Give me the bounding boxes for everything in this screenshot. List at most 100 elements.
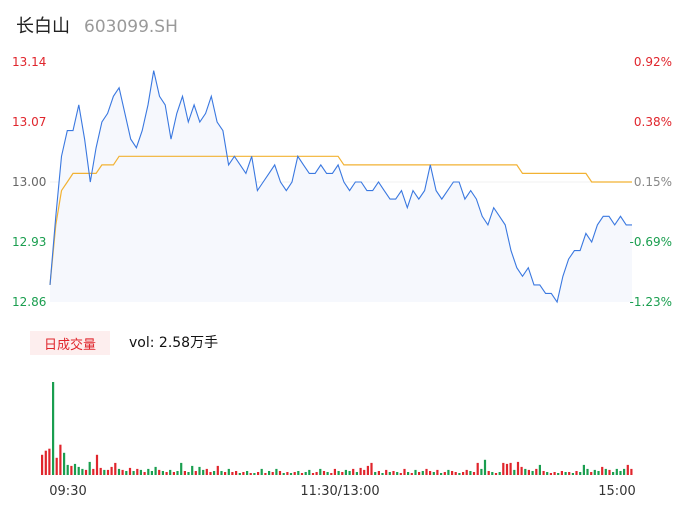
percent-tick-label: -1.23% [630, 295, 672, 309]
volume-bar [469, 471, 472, 475]
volume-bar [227, 468, 230, 475]
volume-bar [330, 473, 333, 475]
volume-bar [172, 472, 175, 475]
volume-bar [407, 472, 410, 475]
volume-bar [462, 472, 465, 475]
volume-bar [187, 472, 190, 475]
volume-bar [319, 468, 322, 475]
volume-bar [304, 472, 307, 475]
price-tick-label: 12.86 [12, 295, 46, 309]
volume-bar [77, 466, 80, 475]
percent-tick-label: -0.69% [630, 235, 672, 249]
time-axis: 09:30 11:30/13:00 15:00 [49, 484, 635, 499]
volume-bar [524, 468, 527, 475]
volume-bar [132, 471, 135, 475]
volume-bar [275, 468, 278, 475]
volume-bar [385, 469, 388, 475]
volume-bar [370, 462, 373, 475]
volume-bar [396, 472, 399, 475]
price-tick-label: 12.93 [12, 235, 46, 249]
volume-bar [103, 469, 106, 475]
volume-bar [615, 468, 618, 475]
volume-bar [70, 465, 73, 475]
volume-bar [374, 472, 377, 475]
volume-bar [161, 471, 164, 475]
volume-bar [454, 472, 457, 475]
volume-bar [264, 473, 267, 475]
volume-bar [224, 472, 227, 475]
volume-bar [81, 468, 84, 475]
volume-bar [436, 469, 439, 475]
volume-bar [440, 473, 443, 475]
volume-bar [487, 471, 490, 475]
volume-bar [377, 471, 380, 475]
time-tick-label: 15:00 [598, 484, 635, 499]
volume-bar [425, 468, 428, 475]
volume-bar [564, 472, 567, 475]
volume-bar [88, 461, 91, 475]
volume-bar [458, 473, 461, 475]
price-tick-label: 13.00 [12, 175, 46, 189]
volume-bar [608, 469, 611, 475]
volume-bar [257, 472, 260, 475]
volume-bar [601, 466, 604, 475]
volume-bar [55, 457, 58, 475]
percent-axis: 0.92% 0.38% 0.15% -0.69% -1.23% [630, 55, 672, 309]
volume-bar [183, 471, 186, 475]
volume-bar [249, 473, 252, 475]
volume-bar [586, 468, 589, 475]
volume-bar [542, 471, 545, 475]
volume-bar [235, 471, 238, 475]
percent-tick-label: 0.15% [634, 175, 672, 189]
volume-bar [128, 467, 132, 475]
volume-bar [571, 473, 574, 475]
volume-bar [169, 469, 172, 475]
volume-bar [59, 444, 62, 475]
volume-bar [472, 472, 476, 475]
daily-volume-tab[interactable]: 日成交量 [30, 331, 110, 355]
volume-bar [388, 472, 391, 475]
volume-bar [95, 454, 99, 475]
volume-bar [315, 472, 318, 475]
volume-bar [513, 469, 516, 475]
volume-bar [355, 472, 358, 475]
volume-bar [44, 450, 47, 475]
volume-bar [575, 471, 578, 475]
volume-bar [582, 464, 585, 475]
volume-bar [66, 464, 69, 475]
volume-bar [63, 452, 66, 475]
volume-bar [341, 472, 344, 475]
volume-bar [84, 469, 88, 475]
volume-bar [205, 468, 208, 475]
volume-bar [278, 471, 282, 475]
volume-bar [198, 466, 201, 475]
volume-bar [110, 466, 113, 475]
volume-bar [498, 472, 501, 475]
volume-bar [158, 469, 161, 475]
volume-bar [246, 471, 249, 475]
volume-bar [348, 471, 351, 475]
volume-bar [293, 472, 296, 475]
volume-bar [139, 469, 142, 475]
volume-bar [180, 462, 183, 475]
volume-bar [465, 469, 468, 475]
volume-bar [220, 471, 223, 475]
volume-bar [568, 472, 571, 475]
volume-bar [209, 472, 212, 475]
average-price-line [49, 155, 632, 285]
volume-bar [41, 454, 44, 475]
volume-bar [176, 471, 179, 475]
volume-bar [143, 472, 146, 475]
volume-bar [333, 468, 336, 475]
volume-bar [604, 468, 607, 475]
volume-bar [297, 471, 300, 475]
volume-bar [99, 467, 102, 475]
volume-bar [114, 462, 117, 475]
stock-code: 603099.SH [84, 17, 178, 37]
volume-bar [253, 473, 256, 475]
volume-bar [520, 466, 523, 475]
volume-bar [260, 468, 263, 475]
volume-bar [92, 468, 95, 475]
volume-bar [516, 461, 520, 475]
